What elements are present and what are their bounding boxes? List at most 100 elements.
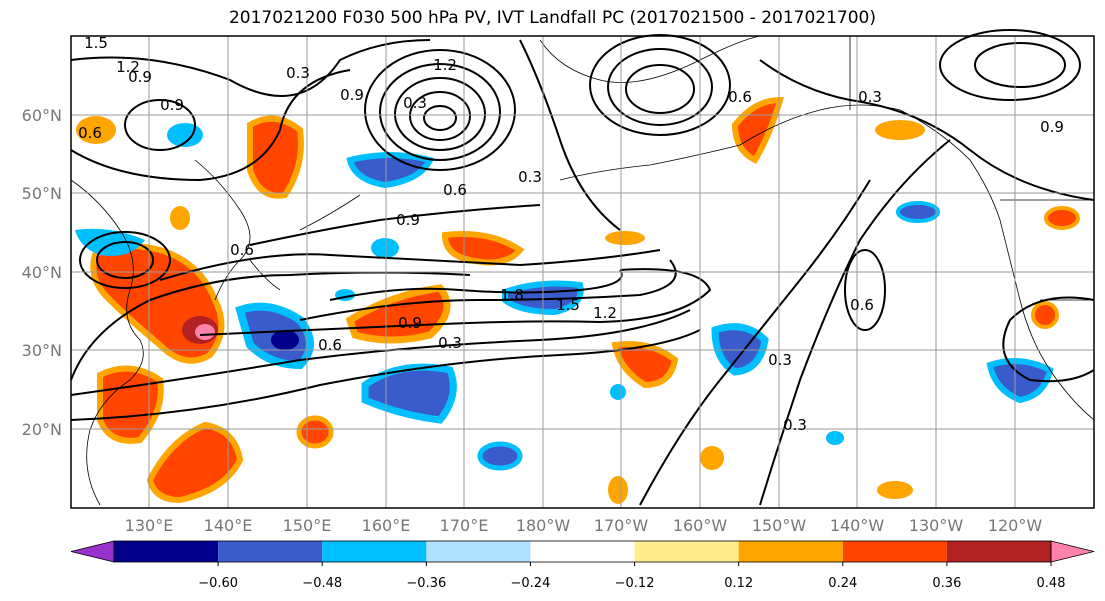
contour-label: 0.9 [340,86,364,104]
lon-label: 160°W [673,516,728,535]
colorbar-segment [218,541,323,562]
colorbar-segment [842,541,947,562]
colorbar-extend-low [70,540,115,563]
contour-line [759,139,951,506]
shade-blob [826,431,844,445]
colorbar-segment [426,541,531,562]
shade-blob [346,152,435,189]
map-title: 2017021200 F030 500 hPa PV, IVT Landfall… [228,8,876,28]
contour-label: 0.3 [783,416,807,434]
shade-blob [195,324,215,340]
contour-line [607,48,713,126]
colorbar-segment [530,541,635,562]
contour-label: 0.3 [403,94,427,112]
contour-line [364,49,516,171]
coastline-layer [70,35,1095,506]
colorbar-tick-label: 0.24 [828,576,857,591]
contour-line [70,329,701,421]
contour-label: 1.8 [500,286,524,304]
shade-blob [97,365,164,444]
colorbar-segment [322,541,427,562]
lat-label: 30°N [22,341,62,360]
lon-label: 170°W [594,516,649,535]
shade-blob [247,115,304,199]
colorbar-tick-label: −0.48 [302,576,342,591]
lat-label: 50°N [22,184,62,203]
coastline [299,194,361,231]
shade-blob [1031,301,1059,329]
colorbar-ticks: −0.60 −0.48 −0.36 −0.24 −0.12 0.12 0.24 0.36 0.4… [198,562,1065,591]
contour-line [423,105,457,131]
lon-label: 130°E [125,516,174,535]
lat-label: 40°N [22,263,62,282]
coastline [70,179,144,506]
contour-line [625,64,695,114]
lon-label: 120°W [988,516,1043,535]
latitude-labels: 60°N 50°N 40°N 30°N 20°N [22,106,62,439]
contour-label: 0.6 [443,181,467,199]
colorbar-extend-high [1050,540,1095,563]
contour-label: 1.5 [556,296,580,314]
shade-blob [700,446,724,470]
colorbar-segment [946,541,1051,562]
colorbar-tick-label: −0.12 [615,576,655,591]
shade-blob [371,238,399,258]
contour-label: 0.6 [78,124,102,142]
shade-blob [361,363,457,424]
gridlines [71,36,1094,508]
contour-line [124,99,196,151]
contour-label: 0.3 [286,64,310,82]
lon-label: 140°W [830,516,885,535]
colorbar-tick-label: 0.36 [932,576,961,591]
contour-line [249,204,541,246]
shade-blob [146,421,244,504]
contour-line [589,34,731,136]
colorbar-frame [113,540,1052,563]
lat-label: 60°N [22,106,62,125]
shading-layer [75,96,1080,504]
contour-line [974,42,1066,88]
contour-label: 0.6 [728,88,752,106]
coastline [559,104,1095,421]
colorbar-tick-label: −0.24 [511,576,551,591]
contour-line [96,241,154,279]
contour-label: 0.9 [128,68,152,86]
contour-line [639,179,871,506]
contour-label: 0.3 [438,334,462,352]
shade-blob [875,120,925,140]
contour-line [79,231,171,289]
contour-line [409,91,471,141]
shade-blob [296,415,334,449]
shade-blob [76,116,116,144]
colorbar-segment [738,541,843,562]
colorbar-segment [114,541,219,562]
coastline [539,35,761,83]
colorbar-segment [634,541,739,562]
colorbar-tick-label: 0.12 [724,576,753,591]
contour-line [379,63,501,161]
contour-line [199,268,712,336]
contour-label: 0.9 [396,211,420,229]
shade-blob [877,481,913,499]
contour-label: 1.2 [433,56,457,74]
contour-label: 0.9 [398,314,422,332]
contour-line [70,309,691,396]
longitude-labels: 130°E 140°E 150°E 160°E 170°E 180°W 170°W 160°W… [125,516,1043,535]
contour-label: 1.5 [84,34,108,52]
coastline [194,159,251,301]
shade-blob [896,201,940,223]
contour-layer [70,29,1095,506]
lon-label: 150°W [752,516,807,535]
contour-line [394,77,486,151]
contour-line [1002,296,1095,383]
contour-label: 1.2 [593,304,617,322]
contour-line [939,29,1081,101]
shade-blob [1044,206,1080,230]
contour-labels: 1.5 1.2 0.9 0.3 0.9 1.2 0.3 0.9 0.6 0.9 0.3 0.6 0.3 1… [78,34,1064,434]
shade-blob [605,231,645,245]
shade-blob [610,384,626,400]
contour-line [70,39,431,97]
contour-label: 0.6 [318,336,342,354]
contour-line [844,249,886,331]
